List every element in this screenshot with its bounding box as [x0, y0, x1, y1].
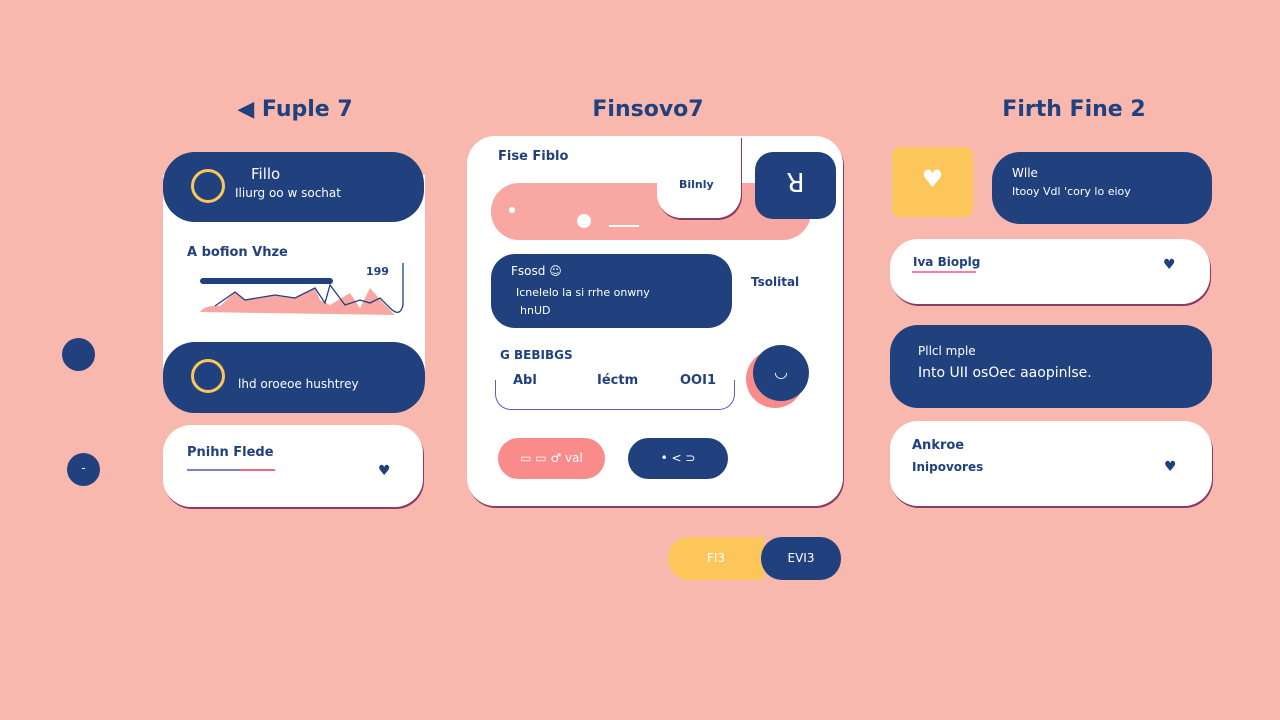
- pill-text: lhd oroeoe hushtrey: [238, 377, 359, 391]
- column-label: OOI1: [680, 373, 716, 388]
- left-pill-1[interactable]: Fillo Iliurg oo w sochat: [163, 152, 424, 222]
- section-label: G BEBIBGS: [500, 348, 573, 362]
- right-pill-1[interactable]: Wlle Itooy Vdl 'cory lo eioy: [992, 152, 1212, 224]
- pill-title: Fillo: [251, 165, 281, 183]
- nav-dot[interactable]: [62, 338, 95, 371]
- ring-icon: [191, 169, 225, 203]
- message-line1: Icnelelo la si rrhe onwny: [516, 286, 650, 299]
- coral-button[interactable]: ▭ ▭ ♂ val: [498, 438, 605, 479]
- cup-icon: ◡: [774, 362, 788, 381]
- left-title-text: Fuple 7: [261, 97, 353, 122]
- right-card-2[interactable]: Iva Bioplg ♥: [890, 239, 1210, 304]
- dot-icon: [509, 207, 515, 213]
- smiley-icon: ☺: [549, 264, 562, 278]
- left-pill-2[interactable]: lhd oroeoe hushtrey: [163, 342, 425, 413]
- message-line2: hnUD: [520, 304, 551, 317]
- pill-title: Pllcl mple: [918, 344, 976, 358]
- card-line1: Ankroe: [912, 438, 965, 453]
- yellow-button[interactable]: FI3: [668, 537, 764, 580]
- card-label: Pnihn Flede: [187, 445, 274, 460]
- card-label: Iva Bioplg: [913, 255, 981, 269]
- column-label: Iéctm: [597, 373, 639, 388]
- right-pill-3[interactable]: Pllcl mple Into UII osOec aaopinlse.: [890, 325, 1212, 408]
- heart-icon: ♥: [921, 165, 944, 193]
- side-label: Tsolital: [751, 275, 800, 289]
- pill-subtitle: Itooy Vdl 'cory lo eioy: [1012, 185, 1131, 198]
- message-pill[interactable]: Fsosd ☺ Icnelelo la si rrhe onwny hnUD: [491, 254, 732, 328]
- pill-subtitle: Iliurg oo w sochat: [235, 186, 341, 200]
- heart-icon[interactable]: ♥: [1163, 257, 1176, 273]
- chart-value: 199: [366, 265, 389, 278]
- underline: [912, 271, 976, 273]
- area-line: [214, 263, 404, 313]
- chart-label: A bofion Vhze: [187, 245, 288, 260]
- heart-icon[interactable]: ♥: [1164, 459, 1177, 475]
- ring-icon: [191, 359, 225, 393]
- favorite-tile[interactable]: ♥: [892, 147, 973, 217]
- right-card-4[interactable]: Ankroe Inipovores ♥: [890, 421, 1212, 506]
- progress-bar: [200, 278, 333, 284]
- right-title: Firth Fine 2: [1002, 97, 1146, 122]
- profile-button[interactable]: ꓤ: [755, 152, 836, 219]
- area-chart: [200, 263, 404, 315]
- dot-icon: [577, 214, 591, 228]
- navy-button-2[interactable]: EVI3: [761, 537, 841, 580]
- area-fill: [200, 288, 395, 315]
- range-bracket: [495, 380, 735, 410]
- sub-card-label: Bilnly: [679, 178, 714, 191]
- navy-button[interactable]: • < ⊃: [628, 438, 728, 479]
- left-title: ◀ Fuple 7: [145, 97, 445, 122]
- middle-title: Finsovo7: [592, 97, 704, 122]
- user-icon: ꓤ: [786, 169, 805, 199]
- pill-title: Wlle: [1012, 166, 1038, 180]
- nav-dot-minus[interactable]: -: [67, 453, 100, 486]
- card-line2: Inipovores: [912, 460, 984, 474]
- tab-label: Fise Fiblo: [498, 149, 569, 164]
- heart-icon[interactable]: ♥: [378, 463, 391, 479]
- circle-button[interactable]: ◡: [753, 345, 809, 401]
- message-title: Fsosd: [511, 264, 546, 278]
- back-arrow-icon[interactable]: ◀: [237, 97, 262, 122]
- underline: [187, 469, 275, 471]
- column-label: Abl: [513, 373, 537, 388]
- pill-subtitle: Into UII osOec aaopinlse.: [918, 365, 1092, 381]
- dash-icon: [609, 225, 639, 227]
- left-card-3[interactable]: Pnihn Flede ♥: [163, 425, 423, 507]
- sub-card[interactable]: Bilnly: [657, 136, 741, 218]
